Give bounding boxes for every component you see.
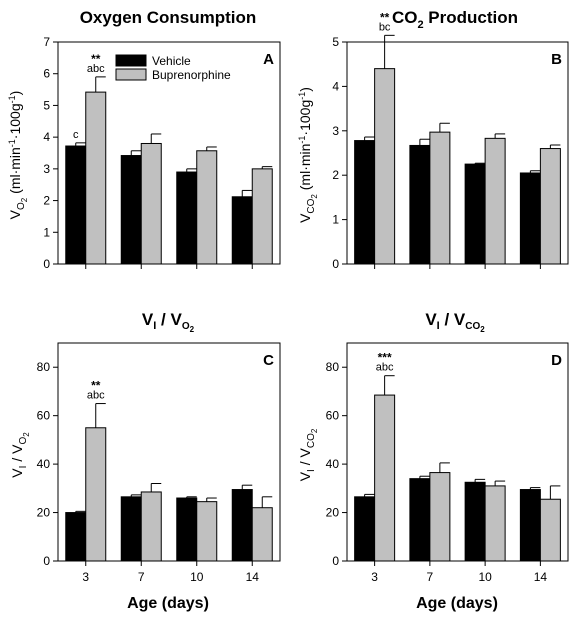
xlabel-right: Age (days)	[416, 595, 498, 612]
legend-swatch-vehicle	[115, 54, 147, 67]
y-tick-label-a: 3	[43, 162, 50, 176]
title-oxygen-consumption: Oxygen Consumption	[80, 8, 257, 27]
ylabel-c: VI / VO2	[9, 432, 31, 478]
bar-c-buprenorphine	[140, 491, 162, 562]
significance-stars-d: ***	[378, 351, 392, 365]
y-tick-label-b: 1	[332, 213, 339, 227]
title-vi-vco2: VI / VCO2	[425, 310, 485, 334]
bar-d-buprenorphine	[484, 485, 506, 562]
y-tick-label-b: 3	[332, 124, 339, 138]
bar-d-vehicle	[354, 496, 376, 562]
panel-letter-a: A	[263, 51, 274, 68]
y-tick-label-b: 2	[332, 168, 339, 182]
plot-frame-d	[346, 342, 569, 562]
legend-label-vehicle: Vehicle	[152, 54, 191, 68]
bar-a-buprenorphine	[85, 91, 107, 265]
x-tick-label-d: 10	[478, 570, 492, 584]
y-tick-label-c: 20	[37, 506, 51, 520]
title-co2-production: CO2 Production	[392, 8, 518, 31]
significance-stars-a: **	[91, 52, 101, 66]
significance-letters-c: abc	[87, 390, 105, 402]
x-tick-label-d: 14	[534, 570, 548, 584]
bar-c-buprenorphine	[85, 427, 107, 562]
y-tick-label-a: 1	[43, 225, 50, 239]
y-tick-label-a: 7	[43, 35, 50, 49]
significance-letters-b: bc	[379, 21, 391, 33]
plot-frame-b	[346, 41, 569, 265]
y-tick-label-a: 2	[43, 194, 50, 208]
y-tick-label-d: 40	[326, 457, 340, 471]
significance-letters-d: abc	[376, 362, 394, 374]
y-tick-label-d: 80	[326, 360, 340, 374]
bar-b-vehicle	[409, 144, 431, 265]
bar-a-buprenorphine	[140, 142, 162, 265]
y-tick-label-b: 4	[332, 79, 339, 93]
bar-d-vehicle	[464, 481, 486, 562]
significance-stars-b: **	[380, 10, 390, 24]
bar-d-buprenorphine	[429, 472, 451, 562]
y-tick-label-b: 5	[332, 35, 339, 49]
bar-a-buprenorphine	[196, 150, 218, 265]
significance-stars-c: **	[91, 379, 101, 393]
y-tick-label-a: 5	[43, 98, 50, 112]
bar-d-vehicle	[409, 478, 431, 562]
x-tick-label-d: 7	[427, 570, 434, 584]
panel-letter-b: B	[551, 51, 562, 68]
bar-a-vehicle	[65, 145, 87, 265]
panel-letter-c: C	[263, 352, 274, 369]
y-tick-label-a: 0	[43, 257, 50, 271]
bar-d-buprenorphine	[539, 498, 561, 562]
legend-label-buprenorphine: Buprenorphine	[152, 68, 231, 82]
legend: Vehicle Buprenorphine	[115, 54, 231, 82]
panel-letter-d: D	[551, 352, 562, 369]
bar-b-vehicle	[354, 140, 376, 265]
y-tick-label-c: 60	[37, 409, 51, 423]
y-tick-label-d: 0	[332, 554, 339, 568]
legend-swatch-buprenorphine	[115, 68, 147, 81]
plot-frame-a	[57, 41, 281, 265]
bar-b-vehicle	[519, 172, 541, 265]
y-tick-label-a: 6	[43, 67, 50, 81]
x-tick-label-d: 3	[371, 570, 378, 584]
significance-letters-a: abc	[87, 63, 105, 75]
y-tick-label-c: 40	[37, 457, 51, 471]
bar-a-vehicle	[120, 155, 142, 265]
bar-b-vehicle	[464, 163, 486, 265]
ylabel-a: VO2 (ml·min-1·100g-1)	[7, 91, 29, 220]
y-tick-label-d: 20	[326, 506, 340, 520]
bar-d-vehicle	[519, 489, 541, 562]
bar-a-vehicle	[231, 196, 253, 265]
bar-a-vehicle	[176, 171, 198, 265]
bar-c-buprenorphine	[251, 507, 273, 562]
bar-b-buprenorphine	[374, 68, 396, 265]
bar-c-vehicle	[176, 497, 198, 562]
ylabel-d: VI / VCO2	[297, 428, 319, 481]
bar-c-buprenorphine	[196, 501, 218, 562]
bar-c-vehicle	[231, 489, 253, 562]
y-tick-label-a: 4	[43, 130, 50, 144]
x-tick-label-c: 14	[246, 570, 260, 584]
x-tick-label-c: 3	[82, 570, 89, 584]
x-tick-label-c: 7	[138, 570, 145, 584]
bar-b-buprenorphine	[539, 148, 561, 265]
bar-c-vehicle	[120, 496, 142, 562]
bar-b-buprenorphine	[429, 131, 451, 265]
ylabel-b: VCO2 (ml·min-1·100g-1)	[297, 87, 319, 223]
bar-b-buprenorphine	[484, 137, 506, 265]
title-vi-vo2: VI / VO2	[142, 310, 195, 334]
bar-d-buprenorphine	[374, 394, 396, 562]
y-tick-label-c: 80	[37, 360, 51, 374]
y-tick-label-d: 60	[326, 409, 340, 423]
plot-frame-c	[57, 342, 281, 562]
significance-letters-a: c	[73, 129, 79, 141]
bar-c-vehicle	[65, 512, 87, 562]
bar-a-buprenorphine	[251, 168, 273, 265]
xlabel-left: Age (days)	[127, 595, 209, 612]
x-tick-label-c: 10	[190, 570, 204, 584]
y-tick-label-b: 0	[332, 257, 339, 271]
y-tick-label-c: 0	[43, 554, 50, 568]
